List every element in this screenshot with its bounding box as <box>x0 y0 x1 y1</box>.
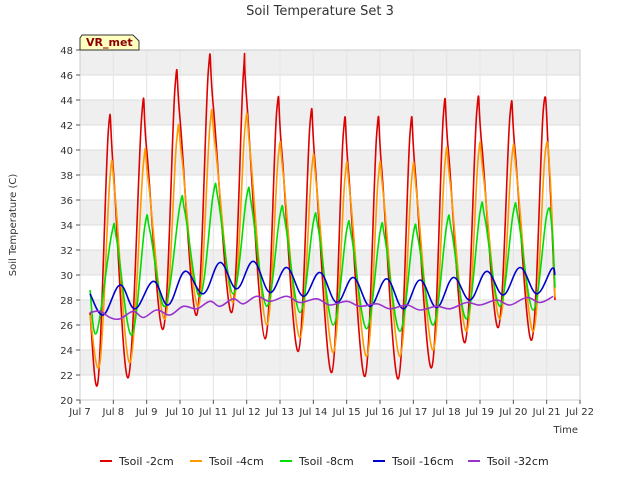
background-band <box>80 100 580 125</box>
y-axis-ticks: 20 22 24 26 28 30 32 34 36 38 40 42 44 46 48 <box>60 46 80 407</box>
x-tick-label: Jul 9 <box>135 407 158 418</box>
x-tick-label: Jul 13 <box>265 407 294 418</box>
y-tick-label: 28 <box>60 296 73 307</box>
y-tick-label: 26 <box>60 321 73 332</box>
x-axis-title: Time <box>553 425 578 436</box>
y-tick-label: 32 <box>60 246 73 257</box>
chart-title: Soil Temperature Set 3 <box>246 4 394 19</box>
x-axis-ticks: Jul 7 Jul 8 Jul 9 Jul 10 Jul 11 Jul 12 Jul 13 J… <box>68 400 594 418</box>
y-tick-label: 46 <box>60 71 73 82</box>
background-band <box>80 150 580 175</box>
legend-label: Tsoil -16cm <box>391 455 454 468</box>
series-line-tsoil-16cm <box>89 260 556 316</box>
background-band <box>80 50 580 75</box>
legend-label: Tsoil -8cm <box>298 455 354 468</box>
background-band <box>80 200 580 225</box>
x-tick-label: Jul 8 <box>102 407 125 418</box>
x-tick-label: Jul 12 <box>232 407 261 418</box>
y-tick-label: 48 <box>60 46 73 57</box>
y-tick-label: 20 <box>60 396 73 407</box>
vr-met-badge: VR_met <box>79 34 140 51</box>
legend-label: Tsoil -32cm <box>486 455 549 468</box>
series-line-tsoil-32cm <box>89 295 554 321</box>
y-tick-label: 36 <box>60 196 73 207</box>
y-tick-label: 30 <box>60 271 73 282</box>
y-tick-label: 44 <box>60 96 73 107</box>
x-tick-label: Jul 18 <box>432 407 461 418</box>
x-tick-label: Jul 15 <box>332 407 361 418</box>
series-line-tsoil-8cm <box>89 182 556 336</box>
y-tick-label: 24 <box>60 346 73 357</box>
badge-label: VR_met <box>86 36 133 49</box>
x-tick-label: Jul 14 <box>298 407 327 418</box>
y-axis-title: Soil Temperature (C) <box>8 174 19 277</box>
x-tick-label: Jul 11 <box>198 407 227 418</box>
legend: Tsoil -2cm Tsoil -4cm Tsoil -8cm Tsoil -16c… <box>100 455 549 468</box>
y-tick-label: 34 <box>60 221 73 232</box>
series-lines <box>89 52 556 387</box>
x-tick-label: Jul 21 <box>532 407 561 418</box>
x-tick-label: Jul 16 <box>365 407 394 418</box>
y-tick-label: 40 <box>60 146 73 157</box>
y-tick-label: 42 <box>60 121 73 132</box>
y-tick-label: 38 <box>60 171 73 182</box>
x-tick-label: Jul 17 <box>398 407 427 418</box>
x-tick-label: Jul 22 <box>565 407 594 418</box>
background-band <box>80 250 580 275</box>
x-tick-label: Jul 7 <box>68 407 91 418</box>
x-tick-label: Jul 19 <box>465 407 494 418</box>
x-tick-label: Jul 10 <box>165 407 194 418</box>
legend-label: Tsoil -2cm <box>118 455 174 468</box>
legend-label: Tsoil -4cm <box>208 455 264 468</box>
y-tick-label: 22 <box>60 371 73 382</box>
x-tick-label: Jul 20 <box>498 407 527 418</box>
